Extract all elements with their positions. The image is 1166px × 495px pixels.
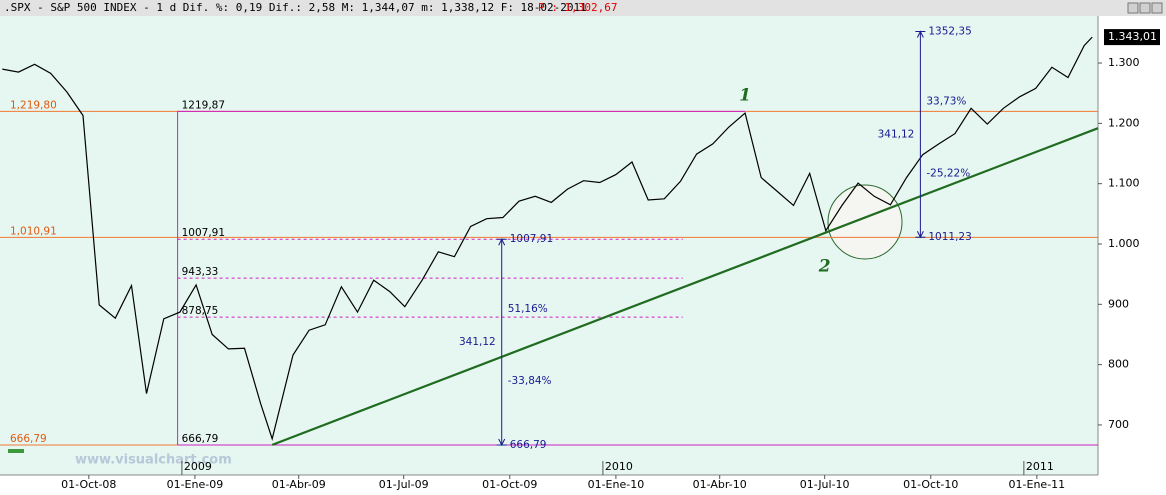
retracement-label: 1219,87 (182, 99, 225, 111)
header-bar (0, 0, 1166, 16)
price-note: P : 1,302,67 (538, 1, 617, 14)
marker (8, 449, 24, 453)
level-label: 1,219,80 (10, 99, 57, 111)
arrow-head (915, 30, 926, 239)
measure-label: 341,12 (459, 336, 496, 348)
highlight-circle (827, 184, 903, 260)
window-button[interactable] (1139, 2, 1151, 14)
measure-label: 51,16% (508, 303, 548, 315)
retracement-label: 943,33 (182, 266, 219, 278)
y-tick-label: 900 (1108, 297, 1129, 310)
measure-label: 1007,91 (510, 233, 553, 245)
price-line (2, 36, 1093, 441)
measure-label: 666,79 (510, 439, 547, 451)
wave-label: 2 (818, 256, 831, 276)
trendline (271, 127, 1099, 446)
measure-label: -33,84% (508, 375, 552, 387)
y-tick-label: 800 (1108, 358, 1129, 371)
measure-label: 1011,23 (928, 231, 971, 243)
level-label: 1,010,91 (10, 225, 57, 237)
arrow-head (496, 238, 507, 447)
y-tick-label: 1.000 (1108, 237, 1140, 250)
x-tick-label: 01-Jul-09 (379, 478, 429, 491)
last-price-label: 1.343,01 (1108, 30, 1157, 43)
year-tick-label: 2010 (605, 460, 633, 473)
x-tick-label: 01-Jul-10 (800, 478, 850, 491)
measure-label: 1352,35 (928, 25, 971, 37)
x-tick-label: 01-Ene-11 (1009, 478, 1066, 491)
level-label: 666,79 (10, 433, 47, 445)
retracement-label: 666,79 (182, 433, 219, 445)
measure-label: -25,22% (926, 167, 970, 179)
chart-title: .SPX - S&P 500 INDEX - 1 d Dif. %: 0,19 … (4, 1, 587, 14)
y-tick-label: 1.300 (1108, 56, 1140, 69)
window-button[interactable] (1127, 2, 1139, 14)
x-tick-label: 01-Abr-09 (272, 478, 326, 491)
last-price-box (1104, 29, 1160, 46)
year-tick-label: 2011 (1026, 460, 1054, 473)
x-tick-label: 01-Ene-10 (588, 478, 645, 491)
measure-label: 33,73% (926, 95, 966, 107)
retracement-label: 878,75 (182, 305, 219, 317)
y-tick-label: 700 (1108, 418, 1129, 431)
measure-label: 341,12 (878, 128, 915, 140)
x-tick-label: 01-Oct-09 (482, 478, 537, 491)
y-tick-label: 1.200 (1108, 116, 1140, 129)
x-tick-label: 01-Oct-10 (903, 478, 958, 491)
x-tick-label: 01-Oct-08 (61, 478, 116, 491)
x-tick-label: 01-Ene-09 (167, 478, 224, 491)
watermark: www.visualchart.com (75, 453, 232, 468)
year-tick-label: 2009 (184, 460, 212, 473)
window-button[interactable] (1151, 2, 1163, 14)
retracement-label: 1007,91 (182, 227, 225, 239)
wave-label: 1 (739, 86, 751, 106)
x-tick-label: 01-Abr-10 (693, 478, 747, 491)
plot-area (0, 16, 1098, 475)
y-tick-label: 1.100 (1108, 177, 1140, 190)
